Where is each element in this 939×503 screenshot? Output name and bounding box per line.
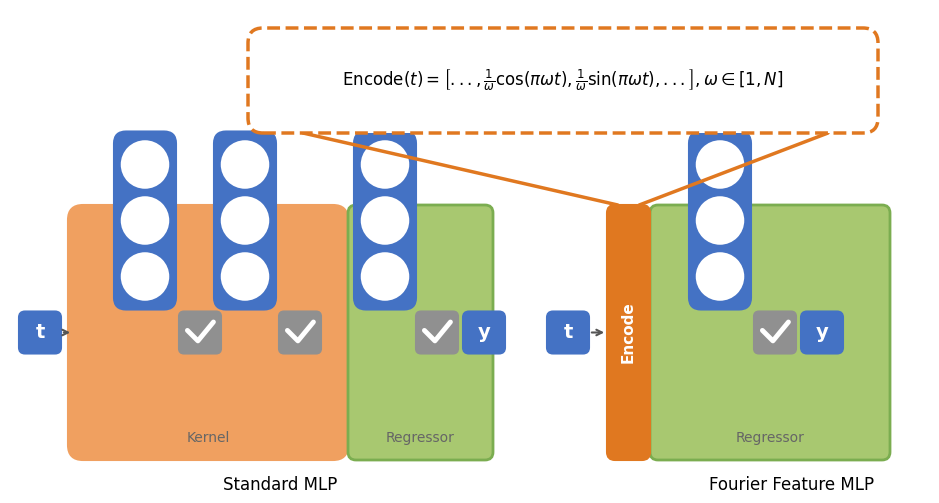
Text: Regressor: Regressor <box>386 431 454 445</box>
Circle shape <box>359 195 411 246</box>
Circle shape <box>119 250 171 302</box>
FancyBboxPatch shape <box>248 28 878 133</box>
FancyBboxPatch shape <box>607 205 650 460</box>
FancyBboxPatch shape <box>354 131 416 309</box>
Text: Encode: Encode <box>621 302 636 363</box>
Circle shape <box>119 195 171 246</box>
FancyBboxPatch shape <box>754 311 796 354</box>
Text: Kernel: Kernel <box>186 431 230 445</box>
Circle shape <box>219 138 271 191</box>
Text: Standard MLP: Standard MLP <box>223 476 338 494</box>
FancyBboxPatch shape <box>19 311 61 354</box>
FancyBboxPatch shape <box>416 311 458 354</box>
FancyBboxPatch shape <box>650 205 890 460</box>
FancyBboxPatch shape <box>214 131 276 309</box>
Circle shape <box>219 195 271 246</box>
Text: $\mathsf{Encode}(t) = \left[...,\frac{1}{\omega}\cos(\pi\omega t),\frac{1}{\omeg: $\mathsf{Encode}(t) = \left[...,\frac{1}… <box>343 68 784 93</box>
Circle shape <box>359 138 411 191</box>
Text: Regressor: Regressor <box>735 431 805 445</box>
Text: y: y <box>478 323 490 342</box>
Text: y: y <box>816 323 828 342</box>
Circle shape <box>694 138 746 191</box>
FancyBboxPatch shape <box>68 205 348 460</box>
FancyBboxPatch shape <box>689 131 751 309</box>
Text: Fourier Feature MLP: Fourier Feature MLP <box>709 476 874 494</box>
Circle shape <box>219 250 271 302</box>
FancyBboxPatch shape <box>801 311 843 354</box>
FancyBboxPatch shape <box>547 311 589 354</box>
FancyBboxPatch shape <box>179 311 221 354</box>
FancyBboxPatch shape <box>279 311 321 354</box>
FancyBboxPatch shape <box>114 131 176 309</box>
Text: t: t <box>36 323 45 342</box>
Circle shape <box>119 138 171 191</box>
Circle shape <box>694 250 746 302</box>
FancyBboxPatch shape <box>348 205 493 460</box>
Circle shape <box>359 250 411 302</box>
Circle shape <box>694 195 746 246</box>
Text: t: t <box>563 323 573 342</box>
FancyBboxPatch shape <box>463 311 505 354</box>
